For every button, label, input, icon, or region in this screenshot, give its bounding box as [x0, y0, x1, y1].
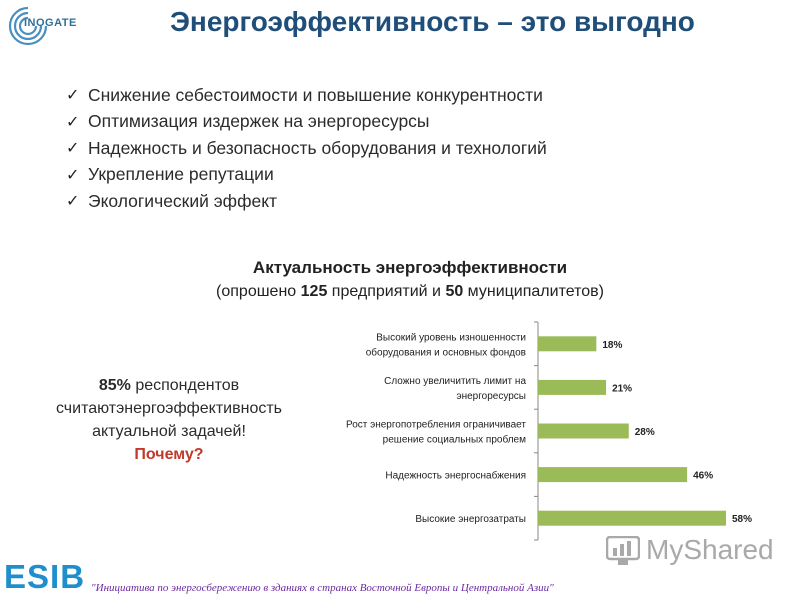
category-label: Сложно увеличитить лимит на [384, 376, 526, 387]
category-label: Высокий уровень изношенности [376, 332, 526, 343]
list-item-text: Оптимизация издержек на энергоресурсы [88, 111, 430, 132]
benefits-list: ✓ Снижение себестоимости и повышение конк… [66, 82, 547, 215]
bar [538, 467, 688, 483]
list-item: ✓ Оптимизация издержек на энергоресурсы [66, 109, 547, 136]
bar-value-label: 46% [693, 471, 713, 482]
inogate-logo [8, 6, 48, 46]
watermark-text: MyShared [646, 534, 774, 565]
list-item-text: Надежность и безопасность оборудования и… [88, 137, 547, 158]
callout-question: Почему? [134, 446, 204, 463]
logo-text: INOGATE [24, 17, 77, 29]
list-item: ✓ Экологический эффект [66, 188, 547, 215]
bar [538, 336, 597, 352]
bar-value-label: 18% [602, 340, 622, 351]
check-icon: ✓ [66, 113, 80, 131]
list-item: ✓ Снижение себестоимости и повышение конк… [66, 82, 547, 109]
page-title: Энергоэффективность – это выгодно [170, 6, 695, 37]
list-item: ✓ Надежность и безопасность оборудования … [66, 135, 547, 162]
category-label: энергоресурсы [457, 391, 527, 402]
chart-subtitle: (опрошено 125 предприятий и 50 муниципал… [216, 283, 604, 300]
bar [538, 423, 629, 439]
list-item-text: Экологический эффект [88, 190, 278, 211]
check-icon: ✓ [66, 140, 80, 158]
bar [538, 379, 607, 395]
footer-brand: ESIB [4, 558, 86, 595]
callout-percent: 85% [98, 377, 131, 394]
myshared-logo-icon [606, 536, 640, 565]
bar [538, 510, 726, 526]
bar-value-label: 21% [612, 383, 632, 394]
bar-value-label: 58% [732, 514, 752, 525]
survey-callout: 85% респондентов считаютэнергоэффективно… [14, 374, 324, 466]
check-icon: ✓ [66, 193, 80, 211]
chart-title: Актуальность энергоэффективности [252, 258, 568, 277]
check-icon: ✓ [66, 166, 80, 184]
category-label: Надежность энергоснабжения [385, 470, 526, 482]
category-label: Высокие энергозатраты [415, 514, 526, 525]
category-label: оборудования и основных фондов [366, 346, 526, 358]
bar-value-label: 28% [635, 427, 655, 438]
list-item-text: Укрепление репутации [88, 164, 274, 185]
footer-text: "Инициатива по энергосбережению в здания… [91, 582, 554, 594]
category-label: Рост энергопотребления ограничивает [346, 419, 526, 431]
category-label: решение социальных проблем [383, 434, 526, 446]
list-item-text: Снижение себестоимости и повышение конку… [88, 84, 543, 105]
list-item: ✓ Укрепление репутации [66, 162, 547, 189]
check-icon: ✓ [66, 87, 80, 105]
